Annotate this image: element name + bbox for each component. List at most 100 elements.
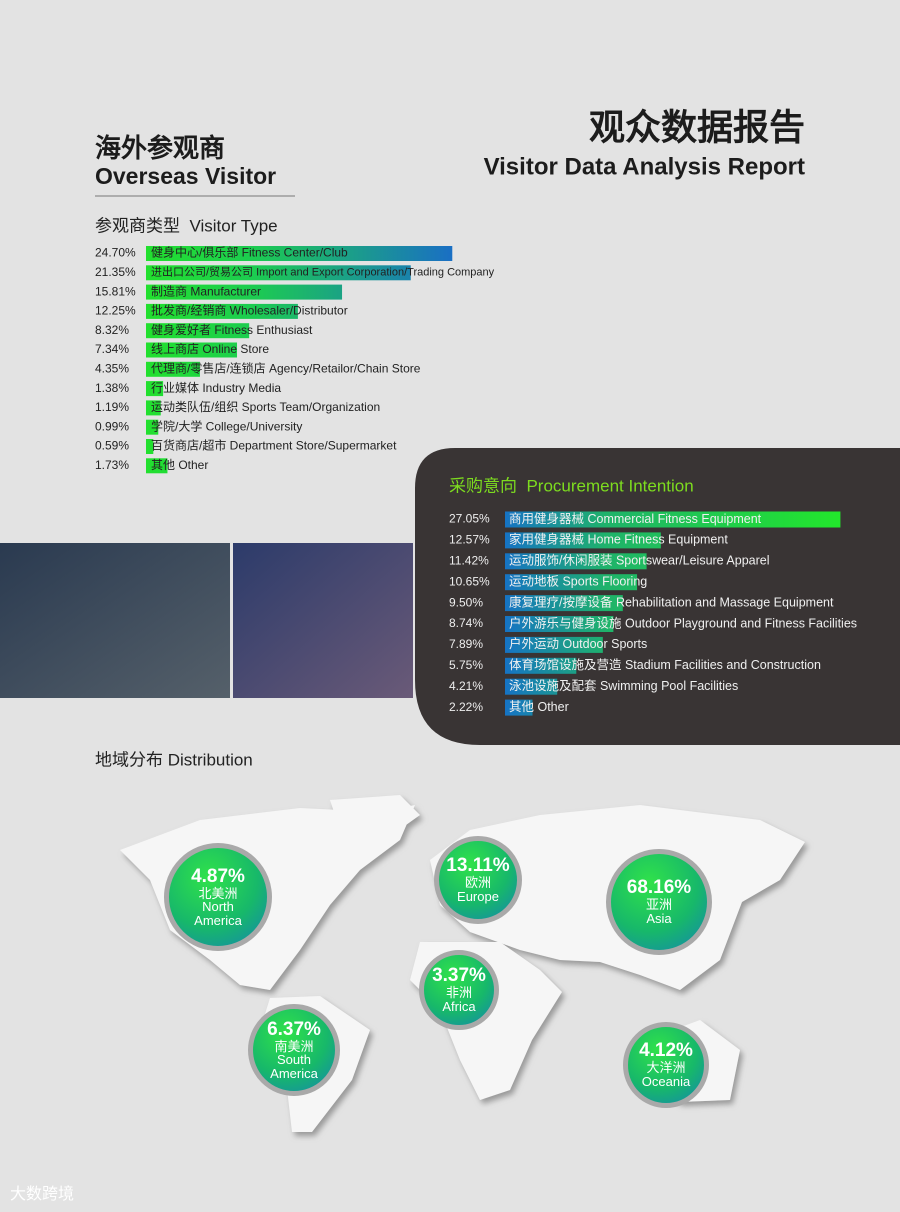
bar <box>505 657 577 674</box>
percent: 0.99% <box>95 419 129 433</box>
region-circle: 3.37% 非洲 Africa <box>419 950 499 1030</box>
bar-label: 商用健身器械 Commercial Fitness Equipment <box>509 511 762 526</box>
bar <box>505 532 661 549</box>
region-pct: 68.16% <box>626 877 692 899</box>
region-nm: 欧洲 <box>464 875 491 891</box>
bar <box>146 323 250 339</box>
bar-label: 运动服饰/休闲服装 Sportswear/Leisure Apparel <box>509 554 770 568</box>
percent: 21.35% <box>95 265 136 279</box>
distribution-title: 地域分布 Distribution <box>95 750 253 769</box>
bar-label: 运动类队伍/组织 Sports Team/Organization <box>151 399 380 414</box>
region-circle: 4.87% 北美洲 North America <box>164 843 272 951</box>
bar <box>505 699 533 716</box>
bar <box>505 511 841 528</box>
percent: 1.19% <box>95 400 129 414</box>
bar <box>146 246 453 261</box>
bar <box>505 574 638 591</box>
bar-label: 家用健身器械 Home Fitness Equipment <box>509 532 728 547</box>
bar <box>146 381 164 397</box>
bar-label: 健身爱好者 Fitness Enthusiast <box>151 322 313 337</box>
heading-en: Overseas Visitor <box>95 163 276 189</box>
bar-label: 制造商 Manufacturer <box>151 283 261 298</box>
bar-label: 百货商店/超市 Department Store/Supermarket <box>151 438 397 453</box>
region-circle: 68.16% 亚洲 Asia <box>606 849 712 955</box>
percent: 0.59% <box>95 439 129 453</box>
region-circle: 13.11% 欧洲 Europe <box>434 836 522 924</box>
bar-label: 体育场馆设施及营造 Stadium Facilities and Constru… <box>509 657 821 672</box>
percent: 15.81% <box>95 284 136 298</box>
region-en: South America <box>270 1052 318 1081</box>
percent: 11.42% <box>449 553 489 567</box>
bar <box>505 553 647 570</box>
bar-label: 运动地板 Sports Flooring <box>509 574 647 588</box>
region-circle: 4.12% 大洋洲 Oceania <box>623 1022 709 1108</box>
bar <box>146 284 343 300</box>
percent: 4.21% <box>449 679 483 693</box>
bar <box>505 616 614 632</box>
bar <box>146 361 200 377</box>
region-nm: 亚洲 <box>645 897 672 913</box>
bar-label: 户外游乐与健身设施 Outdoor Playground and Fitness… <box>509 615 857 630</box>
percent: 5.75% <box>449 658 483 672</box>
title-cn: 观众数据报告 <box>589 107 805 148</box>
region-pct: 3.37% <box>432 965 486 987</box>
bar <box>146 400 161 416</box>
bar <box>146 342 238 358</box>
percent: 12.57% <box>449 533 490 547</box>
bar <box>505 595 623 612</box>
bar <box>146 439 154 454</box>
region-en: Asia <box>646 910 672 926</box>
photo <box>233 543 413 698</box>
percent: 1.73% <box>95 458 129 472</box>
region-pct: 6.37% <box>267 1018 321 1040</box>
region-nm: 非洲 <box>445 985 472 1001</box>
bar-label: 学院/大学 College/University <box>151 418 302 433</box>
percent: 27.05% <box>449 512 490 526</box>
bar-label: 户外运动 Outdoor Sports <box>509 636 647 651</box>
procurement-title: 采购意向 Procurement Intention <box>449 476 694 495</box>
bar-label: 代理商/零售店/连锁店 Agency/Retailor/Chain Store <box>151 360 421 375</box>
bar <box>146 458 168 474</box>
bar-label: 进出口公司/贸易公司 Import and Export Corporation… <box>151 265 495 279</box>
percent: 12.25% <box>95 304 136 318</box>
percent: 8.74% <box>449 616 483 630</box>
bar-label: 健身中心/俱乐部 Fitness Center/Club <box>151 245 348 260</box>
watermark: 大数跨境 <box>10 1184 74 1203</box>
bar <box>146 419 159 435</box>
bar-label: 康复理疗/按摩设备 Rehabilitation and Massage Equ… <box>509 594 834 609</box>
bar-label: 线上商店 Online Store <box>151 341 269 356</box>
percent: 9.50% <box>449 595 483 609</box>
percent: 24.70% <box>95 246 136 260</box>
heading-cn: 海外参观商 <box>95 133 225 163</box>
percent: 4.35% <box>95 361 129 375</box>
region-nm: 南美洲 <box>274 1038 314 1054</box>
bar-label: 其他 Other <box>151 458 208 472</box>
percent: 10.65% <box>449 574 490 588</box>
bar-label: 批发商/经销商 Wholesaler/Distributor <box>151 303 348 318</box>
bar <box>146 265 411 281</box>
region-nm: 北美洲 <box>198 885 238 901</box>
percent: 1.38% <box>95 381 129 395</box>
bar <box>505 678 558 695</box>
region-pct: 4.12% <box>639 1040 693 1062</box>
percent: 8.32% <box>95 323 129 337</box>
bar-label: 其他 Other <box>509 700 569 714</box>
region-en: Africa <box>442 998 476 1014</box>
region-en: North America <box>194 899 242 928</box>
bar-label: 行业媒体 Industry Media <box>151 381 281 395</box>
region-en: Oceania <box>641 1073 691 1089</box>
bar <box>505 636 603 653</box>
region-en: Europe <box>457 888 499 904</box>
region-pct: 13.11% <box>446 855 510 877</box>
percent: 7.89% <box>449 637 483 651</box>
percent: 2.22% <box>449 700 483 714</box>
photo <box>0 543 230 698</box>
subheading: 参观商类型 Visitor Type <box>95 216 278 235</box>
region-circle: 6.37% 南美洲 South America <box>248 1004 340 1096</box>
region-nm: 大洋洲 <box>646 1060 686 1076</box>
title-en: Visitor Data Analysis Report <box>484 153 805 180</box>
region-pct: 4.87% <box>191 865 245 887</box>
percent: 7.34% <box>95 342 129 356</box>
